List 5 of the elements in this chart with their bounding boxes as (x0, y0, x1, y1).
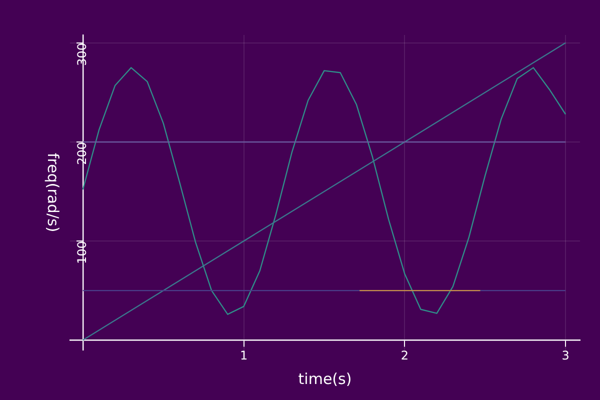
x-tick-label: 3 (562, 348, 570, 362)
x-tick-label: 1 (240, 348, 248, 362)
y-axis-title: freq(rad/s) (44, 152, 62, 232)
x-tick-label: 2 (400, 348, 408, 362)
x-axis-title: time(s) (298, 370, 352, 388)
